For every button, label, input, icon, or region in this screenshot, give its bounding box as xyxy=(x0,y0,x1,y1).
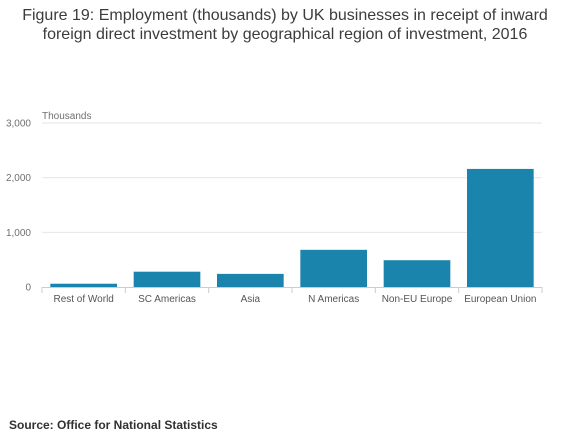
grid-lines xyxy=(42,122,542,233)
x-tick-label: Asia xyxy=(241,294,261,305)
x-tick-label: Non-EU Europe xyxy=(382,294,453,305)
y-tick-label: 0 xyxy=(25,283,31,294)
bar xyxy=(217,273,284,287)
bar xyxy=(50,283,118,287)
bar xyxy=(133,271,201,287)
bars xyxy=(50,168,534,287)
y-axis-title: Thousands xyxy=(42,111,91,122)
x-tick-label: Rest of World xyxy=(53,294,113,305)
y-tick-label: 1,000 xyxy=(6,228,31,239)
tick-labels: 0 1,000 2,000 3,000 Rest of World SC Americas… xyxy=(6,119,537,306)
bar xyxy=(383,260,451,287)
axes xyxy=(41,287,543,293)
y-tick-label: 2,000 xyxy=(6,173,31,184)
source-note: Source: Office for National Statistics xyxy=(9,418,218,432)
y-tick-label: 3,000 xyxy=(6,119,31,130)
x-tick-label: N Americas xyxy=(308,294,359,305)
chart-title-line-1: Figure 19: Employment (thousands) by UK … xyxy=(22,7,548,24)
x-tick-label: SC Americas xyxy=(138,294,196,305)
chart-title: Figure 19: Employment (thousands) by UK … xyxy=(0,6,570,44)
bar xyxy=(467,168,534,287)
x-tick-label: European Union xyxy=(464,294,536,305)
bar xyxy=(300,249,367,287)
chart-title-line-2: foreign direct investment by geographica… xyxy=(42,26,528,43)
